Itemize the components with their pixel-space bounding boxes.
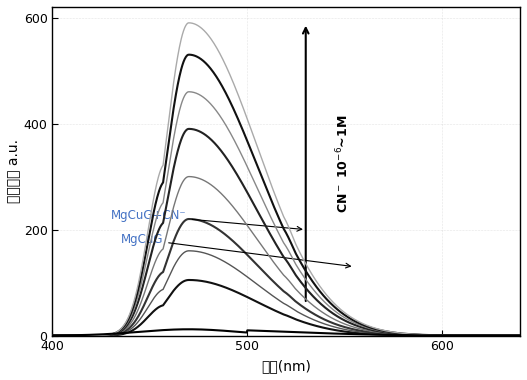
X-axis label: 波长(nm): 波长(nm) <box>261 359 311 373</box>
Y-axis label: 荧光强度 a.u.: 荧光强度 a.u. <box>7 139 21 203</box>
Text: MgCuG+CN⁻: MgCuG+CN⁻ <box>111 209 302 231</box>
Text: CN$^-$ 10$^{-6}$~1M: CN$^-$ 10$^{-6}$~1M <box>335 114 352 212</box>
Text: MgCuG: MgCuG <box>121 233 350 268</box>
